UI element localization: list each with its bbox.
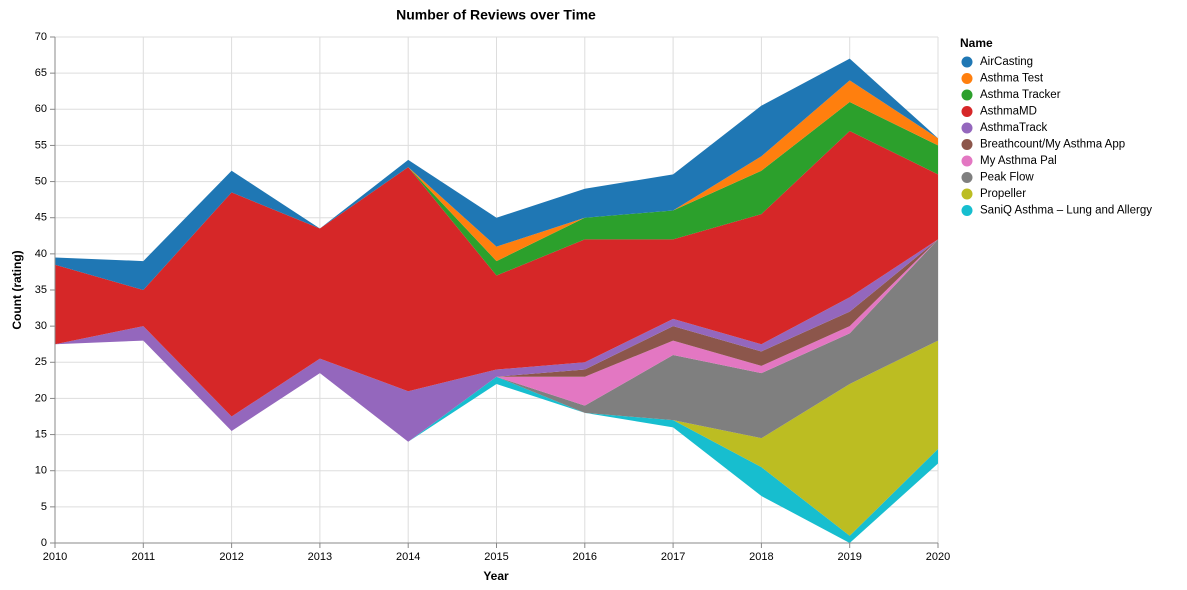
area [55, 239, 938, 442]
y-tick-label: 40 [35, 248, 47, 260]
area [55, 239, 938, 442]
x-tick-label: 2013 [308, 551, 332, 563]
y-tick-label: 30 [35, 320, 47, 332]
y-tick-label: 65 [35, 67, 47, 79]
legend-swatch [961, 122, 973, 134]
x-tick-label: 2018 [749, 551, 773, 563]
legend-swatch [961, 155, 973, 167]
y-tick-label: 60 [35, 103, 47, 115]
legend-label: Asthma Test [980, 73, 1044, 85]
y-tick-label: 10 [35, 465, 47, 477]
y-tick-label: 25 [35, 356, 47, 368]
x-tick-label: 2012 [219, 551, 243, 563]
legend-swatch [961, 56, 973, 68]
area [55, 58, 938, 290]
chart-title: Number of Reviews over Time [396, 7, 596, 23]
legend-swatch [961, 172, 973, 183]
area [55, 340, 938, 543]
y-tick-label: 0 [41, 537, 47, 549]
x-tick-label: 2011 [131, 551, 155, 563]
x-tick-label: 2020 [926, 551, 950, 563]
x-tick-label: 2016 [573, 551, 597, 563]
y-tick-label: 15 [35, 428, 47, 440]
legend-swatch [961, 188, 973, 200]
legend-label: Propeller [980, 188, 1026, 200]
y-tick-label: 5 [41, 501, 47, 513]
legend-label: Peak Flow [980, 172, 1034, 184]
legend-label: SaniQ Asthma – Lung and Allergy [980, 205, 1152, 217]
legend-swatch [961, 89, 973, 101]
legend-label: AsthmaTrack [980, 122, 1048, 134]
legend-swatch [961, 205, 973, 216]
legend-label: My Asthma Pal [980, 155, 1057, 167]
areas [55, 58, 938, 543]
y-tick-label: 50 [35, 175, 47, 187]
y-axis-label: Count (rating) [10, 250, 24, 329]
legend-label: Breathcount/My Asthma App [980, 139, 1125, 151]
y-tick-label: 55 [35, 139, 47, 151]
legend-swatch [961, 73, 973, 84]
legend-title: Name [960, 36, 993, 50]
x-tick-label: 2015 [484, 551, 508, 563]
y-tick-label: 20 [35, 392, 47, 404]
legend-swatch [961, 106, 973, 117]
legend-label: Asthma Tracker [980, 89, 1061, 101]
legend-label: AsthmaMD [980, 106, 1037, 118]
x-tick-label: 2017 [661, 551, 685, 563]
y-tick-label: 35 [35, 284, 47, 296]
area [55, 102, 938, 290]
legend-label: AirCasting [980, 56, 1033, 68]
area [55, 80, 938, 290]
area [55, 340, 938, 536]
area [55, 130, 938, 417]
x-tick-label: 2019 [837, 551, 861, 563]
y-tick-label: 70 [35, 31, 47, 43]
y-tick-label: 45 [35, 212, 47, 224]
x-tick-label: 2010 [43, 551, 67, 563]
x-tick-label: 2014 [396, 551, 420, 563]
legend-swatch [961, 139, 973, 150]
x-axis-label: Year [483, 569, 509, 583]
